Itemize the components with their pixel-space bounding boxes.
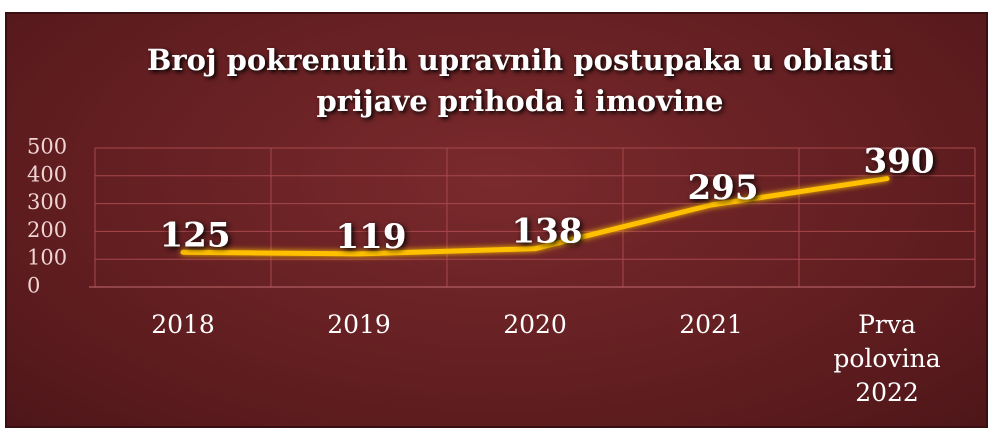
y-tick-label: 200 [27,218,67,242]
chart-frame [5,12,988,428]
line [180,176,890,257]
y-tick-label: 0 [27,274,40,298]
chart-title: Broj pokrenutih upravnih postupaka u obl… [146,43,894,118]
data-label: 125 [160,215,231,255]
y-tick-label: 500 [27,135,67,159]
data-label: 295 [688,168,759,208]
y-tick-label: 100 [27,246,67,270]
data-label: 119 [336,217,407,257]
y-tick-label: 400 [27,162,67,186]
y-tick-label: 300 [27,190,67,214]
x-tick-label: 2019 [327,310,391,339]
data-label: 138 [512,212,583,252]
x-tick-label: 2021 [679,310,743,339]
x-tick-label: Prva polovina 2022 [833,310,941,407]
x-tick-label: 2020 [503,310,567,339]
data-label: 390 [864,142,935,182]
x-tick-label: 2018 [151,310,215,339]
